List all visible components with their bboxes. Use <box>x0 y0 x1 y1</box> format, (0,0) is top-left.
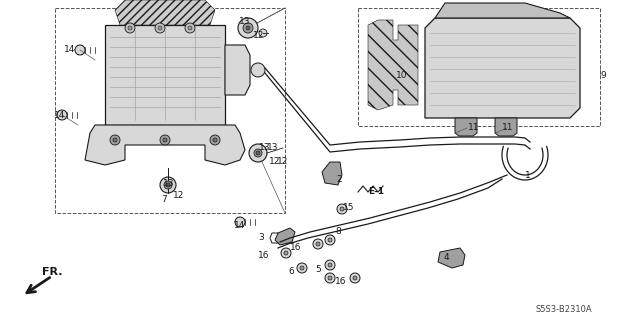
Polygon shape <box>495 118 517 136</box>
Circle shape <box>249 144 267 162</box>
Circle shape <box>125 23 135 33</box>
Circle shape <box>155 23 165 33</box>
Circle shape <box>57 110 67 120</box>
Polygon shape <box>438 248 465 268</box>
Polygon shape <box>75 46 85 54</box>
Bar <box>105 25 225 125</box>
Polygon shape <box>435 3 570 18</box>
Circle shape <box>128 26 132 30</box>
Circle shape <box>166 183 170 187</box>
Circle shape <box>213 138 217 142</box>
Circle shape <box>254 149 262 157</box>
Circle shape <box>113 138 117 142</box>
Text: S5S3-B2310A: S5S3-B2310A <box>536 305 593 314</box>
Circle shape <box>163 138 167 142</box>
Circle shape <box>160 135 170 145</box>
Circle shape <box>353 276 357 280</box>
Polygon shape <box>85 125 245 165</box>
Text: 16: 16 <box>290 243 301 253</box>
Circle shape <box>328 238 332 242</box>
Circle shape <box>246 26 250 30</box>
Circle shape <box>251 63 265 77</box>
Text: 2: 2 <box>336 175 342 184</box>
Circle shape <box>337 204 347 214</box>
Text: 11: 11 <box>502 123 513 132</box>
Circle shape <box>340 207 344 211</box>
Text: 10: 10 <box>396 70 408 79</box>
Text: 13: 13 <box>239 18 250 26</box>
Polygon shape <box>455 118 477 136</box>
Circle shape <box>158 26 162 30</box>
Circle shape <box>350 273 360 283</box>
Circle shape <box>110 135 120 145</box>
Circle shape <box>281 248 291 258</box>
Text: 11: 11 <box>468 123 479 132</box>
Circle shape <box>300 266 304 270</box>
Circle shape <box>238 18 258 38</box>
Circle shape <box>297 263 307 273</box>
Polygon shape <box>368 20 418 110</box>
Bar <box>358 8 600 126</box>
Text: 6: 6 <box>288 268 294 277</box>
Circle shape <box>316 242 320 246</box>
Circle shape <box>243 23 253 33</box>
Circle shape <box>313 239 323 249</box>
Text: 1: 1 <box>525 170 531 180</box>
Circle shape <box>328 276 332 280</box>
Polygon shape <box>425 18 580 118</box>
Polygon shape <box>115 0 215 25</box>
Text: 12: 12 <box>269 157 280 166</box>
Circle shape <box>185 23 195 33</box>
Text: 5: 5 <box>315 265 321 275</box>
Text: 16: 16 <box>258 251 269 261</box>
Circle shape <box>160 177 176 193</box>
Text: 13: 13 <box>259 144 271 152</box>
Circle shape <box>325 235 335 245</box>
Circle shape <box>188 26 192 30</box>
Text: 9: 9 <box>600 71 605 80</box>
Circle shape <box>256 151 260 155</box>
Polygon shape <box>275 228 295 245</box>
Text: E-1: E-1 <box>368 187 384 196</box>
Polygon shape <box>57 111 67 119</box>
Text: 8: 8 <box>335 227 340 236</box>
Polygon shape <box>322 162 342 185</box>
Text: 12: 12 <box>173 191 184 201</box>
Bar <box>55 8 285 213</box>
Text: 12: 12 <box>253 31 264 40</box>
Text: 4: 4 <box>444 254 450 263</box>
Text: 14: 14 <box>64 46 76 55</box>
Circle shape <box>75 45 85 55</box>
Polygon shape <box>225 45 250 95</box>
Text: FR.: FR. <box>42 267 63 277</box>
Text: 13: 13 <box>267 144 278 152</box>
Circle shape <box>235 217 245 227</box>
Circle shape <box>325 273 335 283</box>
Text: 7: 7 <box>161 196 167 204</box>
Circle shape <box>325 260 335 270</box>
Circle shape <box>284 251 288 255</box>
Text: 14: 14 <box>54 110 65 120</box>
Text: 12: 12 <box>277 157 289 166</box>
Text: 16: 16 <box>335 278 346 286</box>
Circle shape <box>328 263 332 267</box>
Circle shape <box>164 181 172 189</box>
Text: 14: 14 <box>234 220 245 229</box>
Text: 3: 3 <box>258 234 264 242</box>
Polygon shape <box>235 218 245 226</box>
Text: 13: 13 <box>163 179 175 188</box>
Circle shape <box>210 135 220 145</box>
Text: 15: 15 <box>343 204 355 212</box>
Circle shape <box>259 29 267 37</box>
